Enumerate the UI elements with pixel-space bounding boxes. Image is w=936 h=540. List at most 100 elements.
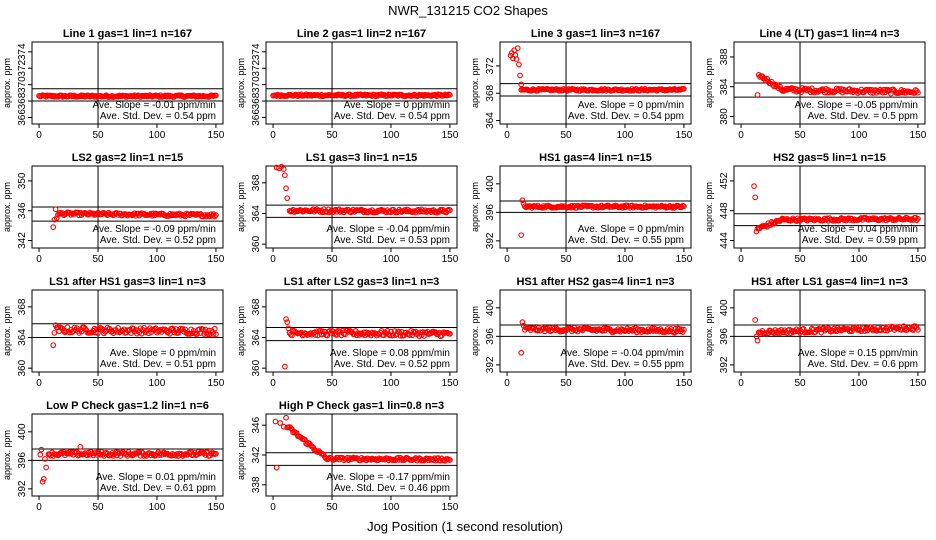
x-tick-label: 0 bbox=[738, 254, 744, 265]
y-tick-label: 346 bbox=[17, 202, 28, 219]
data-point bbox=[40, 476, 47, 482]
x-tick-label: 150 bbox=[442, 130, 459, 141]
std-dev-text: Ave. Std. Dev. = 0.54 ppm bbox=[100, 111, 216, 122]
y-tick-label: 384 bbox=[719, 78, 730, 95]
x-tick-label: 0 bbox=[36, 502, 42, 513]
panel: LS1 gas=3 lin=1 n=15 0 50 100 150 360 364 368 ap… bbox=[236, 152, 459, 265]
x-tick-label: 150 bbox=[208, 378, 225, 389]
y-tick-label: 368 bbox=[17, 298, 28, 315]
data-point bbox=[112, 449, 119, 456]
slope-text: Ave. Slope = 0 ppm/min bbox=[578, 224, 684, 235]
x-tick-label: 100 bbox=[617, 254, 634, 265]
data-point bbox=[398, 457, 405, 463]
data-point bbox=[681, 203, 687, 210]
x-tick-label: 150 bbox=[910, 254, 927, 265]
y-tick-label: 370 bbox=[17, 76, 28, 93]
data-point bbox=[754, 92, 761, 98]
data-point bbox=[211, 213, 218, 220]
data-point bbox=[319, 328, 326, 335]
y-tick-label: 370 bbox=[251, 76, 262, 93]
data-point bbox=[913, 217, 920, 224]
y-tick-label: 444 bbox=[719, 232, 730, 249]
y-tick-label: 396 bbox=[17, 452, 28, 469]
slope-text: Ave. Slope = 0.15 ppm/min bbox=[798, 348, 918, 359]
data-point bbox=[285, 325, 292, 332]
x-tick-label: 0 bbox=[270, 502, 276, 513]
x-tick-label: 50 bbox=[92, 378, 104, 389]
data-point bbox=[519, 319, 526, 325]
slope-text: Ave. Slope = -0.01 ppm/min bbox=[93, 100, 217, 111]
y-tick-label: 342 bbox=[17, 232, 28, 249]
panel-frame bbox=[265, 289, 458, 373]
x-tick-label: 50 bbox=[794, 378, 806, 389]
data-point bbox=[92, 329, 99, 336]
slope-text: Ave. Slope = 0.08 ppm/min bbox=[330, 348, 450, 359]
panel: LS2 gas=2 lin=1 n=15 0 50 100 150 342 346 350 ap… bbox=[2, 152, 225, 265]
data-point bbox=[649, 325, 655, 332]
y-tick-label: 364 bbox=[17, 329, 28, 346]
data-point bbox=[396, 329, 403, 336]
x-tick-label: 50 bbox=[92, 502, 104, 513]
y-tick-label: 388 bbox=[719, 48, 730, 65]
slope-text: Ave. Slope = -0.09 ppm/min bbox=[93, 224, 217, 235]
y-tick-label: 368 bbox=[251, 298, 262, 315]
x-tick-label: 150 bbox=[208, 130, 225, 141]
y-tick-label: 368 bbox=[17, 92, 28, 109]
panel-title: HS1 gas=4 lin=1 n=15 bbox=[539, 152, 652, 164]
slope-text: Ave. Slope = -0.17 ppm/min bbox=[327, 472, 451, 483]
std-dev-text: Ave. Std. Dev. = 0.51 ppm bbox=[100, 359, 216, 370]
data-point bbox=[364, 331, 371, 338]
y-axis-label: approx. ppm bbox=[470, 306, 480, 356]
data-point bbox=[384, 327, 391, 334]
panel-frame bbox=[733, 165, 926, 249]
data-point bbox=[752, 194, 759, 201]
y-tick-label: 346 bbox=[251, 416, 262, 433]
y-axis-label: approx. ppm bbox=[2, 182, 12, 232]
data-point bbox=[180, 326, 186, 332]
data-point bbox=[282, 172, 288, 179]
data-point bbox=[284, 195, 291, 202]
x-axis-label: Jog Position (1 second resolution) bbox=[367, 519, 563, 534]
data-point bbox=[324, 209, 331, 215]
data-point bbox=[345, 329, 352, 335]
x-tick-label: 100 bbox=[149, 130, 166, 141]
y-tick-label: 364 bbox=[485, 112, 496, 129]
x-tick-label: 100 bbox=[617, 378, 634, 389]
x-tick-label: 50 bbox=[560, 130, 572, 141]
y-tick-label: 372 bbox=[251, 59, 262, 76]
y-axis-label: approx. ppm bbox=[704, 58, 714, 108]
y-tick-label: 366 bbox=[251, 109, 262, 126]
data-point bbox=[138, 449, 145, 455]
panel: LS1 after HS1 gas=3 lin=1 n=3 0 50 100 150 36… bbox=[2, 276, 225, 389]
y-tick-label: 400 bbox=[719, 299, 730, 316]
panel-title: LS2 gas=2 lin=1 n=15 bbox=[72, 152, 184, 164]
data-point bbox=[272, 418, 279, 425]
x-tick-label: 0 bbox=[36, 254, 42, 265]
std-dev-text: Ave. Std. Dev. = 0.52 ppm bbox=[100, 235, 216, 246]
panel-title: Low P Check gas=1.2 lin=1 n=6 bbox=[46, 400, 209, 412]
y-tick-label: 400 bbox=[17, 423, 28, 440]
x-tick-label: 150 bbox=[910, 378, 927, 389]
panel-frame bbox=[31, 413, 224, 497]
y-tick-label: 400 bbox=[485, 175, 496, 192]
data-point bbox=[869, 86, 875, 93]
y-tick-label: 360 bbox=[251, 359, 262, 376]
data-point bbox=[38, 446, 45, 453]
data-point bbox=[518, 81, 525, 88]
y-tick-label: 368 bbox=[251, 92, 262, 109]
panel-title: Line 2 gas=1 lin=2 n=167 bbox=[297, 28, 426, 40]
y-tick-label: 380 bbox=[719, 108, 730, 125]
data-point bbox=[444, 92, 451, 99]
x-tick-label: 100 bbox=[383, 502, 400, 513]
panel-frame bbox=[31, 41, 224, 125]
x-tick-label: 150 bbox=[442, 378, 459, 389]
data-point bbox=[752, 317, 759, 323]
y-tick-label: 342 bbox=[251, 446, 262, 463]
panel: Low P Check gas=1.2 lin=1 n=6 0 50 100 150 39… bbox=[2, 400, 225, 513]
slope-text: Ave. Slope = 0 ppm/min bbox=[110, 348, 216, 359]
panel-title: Line 4 (LT) gas=1 lin=4 n=3 bbox=[759, 28, 899, 40]
data-point bbox=[808, 85, 815, 92]
panel: HS1 gas=4 lin=1 n=15 0 50 100 150 392 396 400 ap… bbox=[470, 152, 693, 265]
x-tick-label: 50 bbox=[326, 254, 338, 265]
